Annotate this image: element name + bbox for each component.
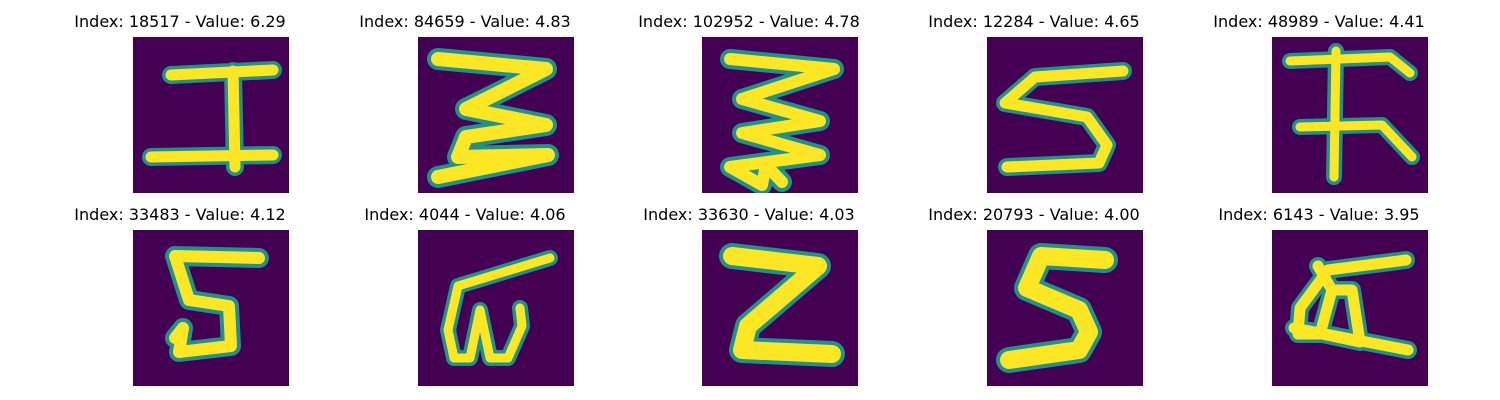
panel-8: Index: 33630 - Value: 4.03 <box>599 193 899 386</box>
panel-10: Index: 6143 - Value: 3.95 <box>1169 193 1469 386</box>
panel-5: Index: 48989 - Value: 4.41 <box>1169 0 1469 193</box>
panel-title: Index: 12284 - Value: 4.65 <box>928 12 1140 31</box>
panel-title: Index: 20793 - Value: 4.00 <box>928 205 1140 224</box>
panel-title: Index: 4044 - Value: 4.06 <box>364 205 566 224</box>
panel-3: Index: 102952 - Value: 4.78 <box>599 0 899 193</box>
panel-image <box>418 37 574 193</box>
panel-1: Index: 18517 - Value: 6.29 <box>30 0 330 193</box>
panel-image <box>987 230 1143 386</box>
panel-title: Index: 84659 - Value: 4.83 <box>359 12 571 31</box>
panel-title: Index: 102952 - Value: 4.78 <box>638 12 860 31</box>
panel-4: Index: 12284 - Value: 4.65 <box>884 0 1184 193</box>
panel-title: Index: 48989 - Value: 4.41 <box>1213 12 1425 31</box>
panel-image <box>1272 230 1428 386</box>
panel-image <box>987 37 1143 193</box>
panel-image <box>1272 37 1428 193</box>
panel-2: Index: 84659 - Value: 4.83 <box>315 0 615 193</box>
panel-title: Index: 18517 - Value: 6.29 <box>74 12 286 31</box>
panel-7: Index: 4044 - Value: 4.06 <box>315 193 615 386</box>
panel-image <box>133 230 289 386</box>
panel-image <box>702 230 858 386</box>
panel-image <box>133 37 289 193</box>
panel-title: Index: 33483 - Value: 4.12 <box>74 205 286 224</box>
panel-image <box>418 230 574 386</box>
panel-image <box>702 37 858 193</box>
panel-title: Index: 6143 - Value: 3.95 <box>1218 205 1420 224</box>
panel-6: Index: 33483 - Value: 4.12 <box>30 193 330 386</box>
panel-title: Index: 33630 - Value: 4.03 <box>643 205 855 224</box>
panel-9: Index: 20793 - Value: 4.00 <box>884 193 1184 386</box>
